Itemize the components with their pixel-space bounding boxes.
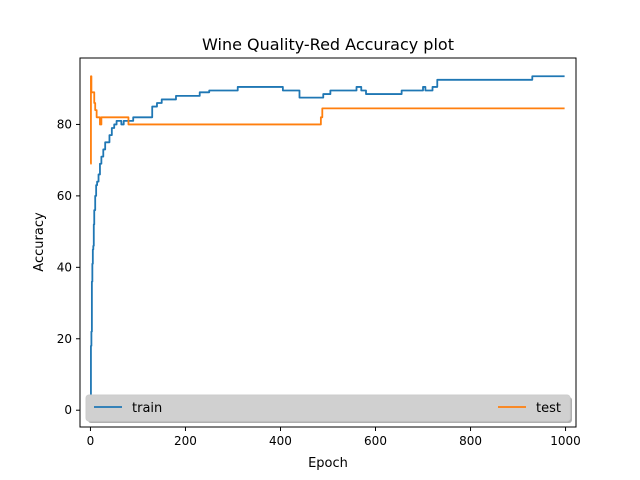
legend-label-test: test xyxy=(536,401,561,416)
legend-box xyxy=(85,394,571,422)
legend-label-train: train xyxy=(132,401,162,416)
y-tick-label: 0 xyxy=(64,403,72,417)
x-tick-label: 600 xyxy=(364,434,387,448)
x-axis-ticks: 0 200 400 600 800 1000 xyxy=(87,427,581,448)
x-tick-label: 200 xyxy=(174,434,197,448)
y-axis-ticks: 0 20 40 60 80 xyxy=(57,117,80,417)
x-tick-label: 0 xyxy=(87,434,95,448)
series-layer xyxy=(89,75,565,411)
x-tick-label: 800 xyxy=(459,434,482,448)
plot-frame xyxy=(79,57,577,428)
y-tick-label: 60 xyxy=(57,189,72,203)
chart-title: Wine Quality-Red Accuracy plot xyxy=(202,35,454,54)
legend: train test xyxy=(85,394,572,423)
x-axis-label: Epoch xyxy=(308,456,348,471)
y-tick-label: 40 xyxy=(57,260,72,274)
series-line-train xyxy=(89,75,565,411)
y-tick-label: 80 xyxy=(57,117,72,131)
y-axis-label: Accuracy xyxy=(32,212,47,272)
series-line-test xyxy=(90,75,565,165)
x-tick-label: 400 xyxy=(269,434,292,448)
plot-area xyxy=(80,58,576,427)
y-tick-label: 20 xyxy=(57,332,72,346)
x-tick-label: 1000 xyxy=(550,434,581,448)
